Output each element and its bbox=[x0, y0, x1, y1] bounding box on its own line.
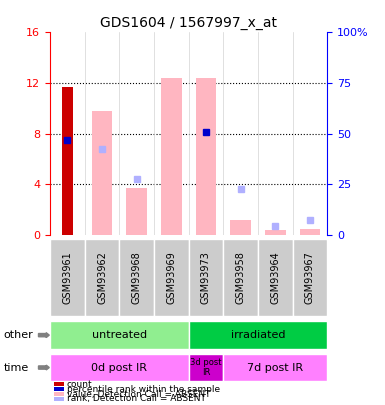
Text: 7d post IR: 7d post IR bbox=[247, 362, 303, 373]
Bar bbox=[161, 78, 182, 235]
FancyBboxPatch shape bbox=[50, 354, 189, 381]
Text: irradiated: irradiated bbox=[231, 330, 285, 340]
Bar bbox=[126, 188, 147, 235]
Text: rank, Detection Call = ABSENT: rank, Detection Call = ABSENT bbox=[67, 394, 206, 403]
Text: 3d post
IR: 3d post IR bbox=[190, 358, 222, 377]
Text: GSM93961: GSM93961 bbox=[62, 251, 72, 304]
Text: GSM93962: GSM93962 bbox=[97, 251, 107, 304]
Text: GSM93973: GSM93973 bbox=[201, 251, 211, 304]
FancyBboxPatch shape bbox=[85, 239, 119, 316]
Text: value, Detection Call = ABSENT: value, Detection Call = ABSENT bbox=[67, 390, 210, 399]
Text: GSM93958: GSM93958 bbox=[236, 251, 246, 304]
Bar bbox=[62, 87, 72, 235]
FancyBboxPatch shape bbox=[50, 239, 85, 316]
Text: 0d post IR: 0d post IR bbox=[91, 362, 147, 373]
Text: GSM93969: GSM93969 bbox=[166, 251, 176, 304]
FancyBboxPatch shape bbox=[50, 322, 189, 349]
Text: count: count bbox=[67, 380, 92, 389]
FancyBboxPatch shape bbox=[189, 239, 223, 316]
FancyBboxPatch shape bbox=[189, 322, 327, 349]
Title: GDS1604 / 1567997_x_at: GDS1604 / 1567997_x_at bbox=[100, 16, 277, 30]
Bar bbox=[265, 230, 286, 235]
FancyBboxPatch shape bbox=[258, 239, 293, 316]
Bar bbox=[230, 220, 251, 235]
Text: untreated: untreated bbox=[92, 330, 147, 340]
Text: other: other bbox=[4, 330, 33, 340]
Bar bbox=[196, 78, 216, 235]
Text: time: time bbox=[4, 362, 29, 373]
FancyBboxPatch shape bbox=[293, 239, 327, 316]
Bar bbox=[300, 228, 320, 235]
FancyBboxPatch shape bbox=[154, 239, 189, 316]
FancyBboxPatch shape bbox=[223, 239, 258, 316]
Text: GSM93967: GSM93967 bbox=[305, 251, 315, 304]
Text: GSM93968: GSM93968 bbox=[132, 251, 142, 304]
Text: percentile rank within the sample: percentile rank within the sample bbox=[67, 385, 220, 394]
Text: GSM93964: GSM93964 bbox=[270, 251, 280, 304]
Bar bbox=[92, 111, 112, 235]
FancyBboxPatch shape bbox=[189, 354, 223, 381]
FancyBboxPatch shape bbox=[223, 354, 327, 381]
FancyBboxPatch shape bbox=[119, 239, 154, 316]
